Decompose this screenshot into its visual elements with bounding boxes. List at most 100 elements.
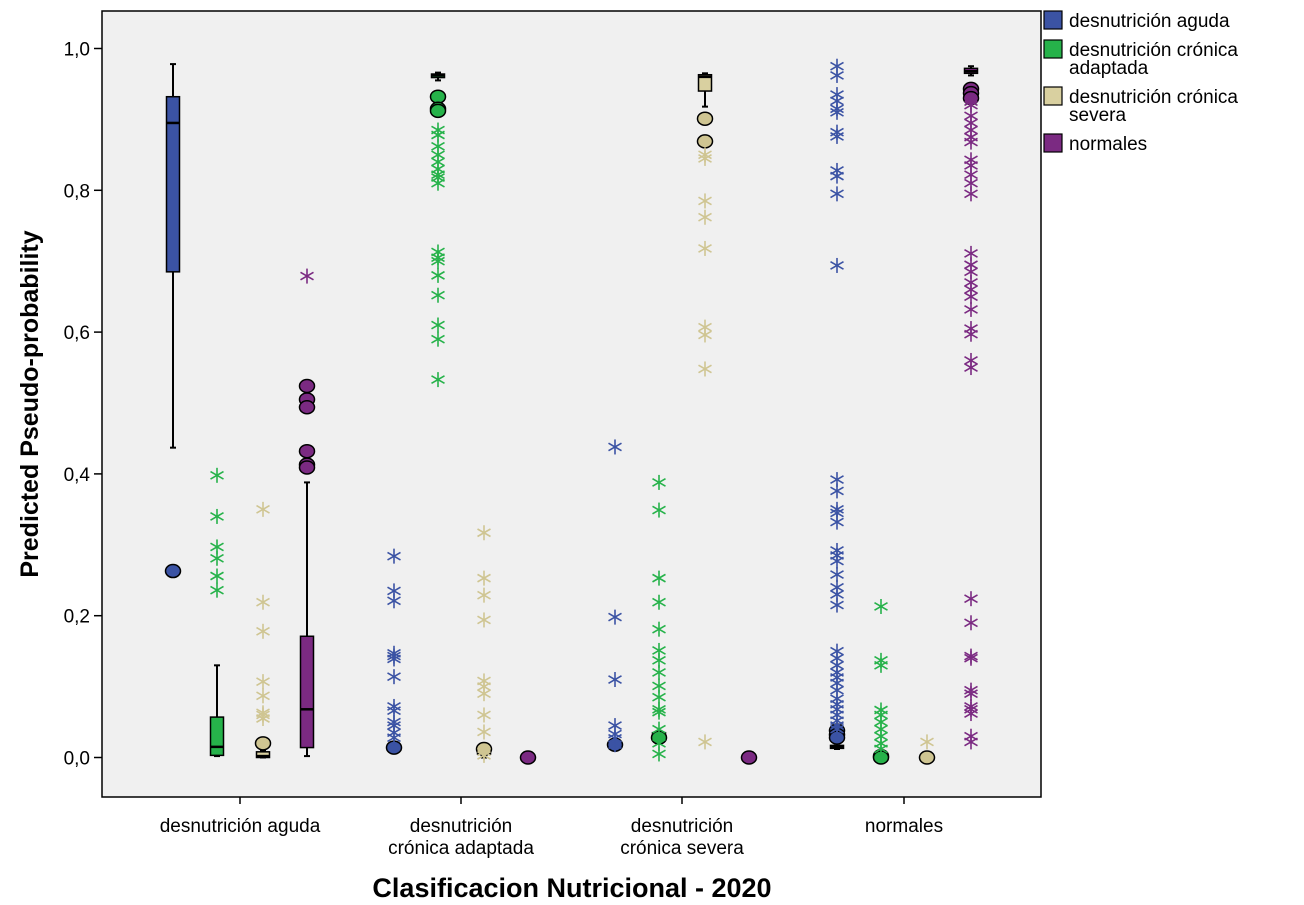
extreme-point <box>964 706 978 722</box>
box-1-3 <box>519 750 537 765</box>
extreme-point <box>387 548 401 564</box>
legend-swatch <box>1043 133 1063 153</box>
box-body <box>165 95 181 273</box>
outlier-point <box>918 750 936 765</box>
legend-label: severa <box>1069 105 1126 126</box>
extreme-point <box>830 257 844 273</box>
box-1-1 <box>429 71 447 388</box>
extreme-point <box>874 598 888 614</box>
extreme-point <box>874 657 888 673</box>
outlier-point <box>164 563 182 579</box>
extreme-point <box>698 240 712 256</box>
outlier-point <box>298 443 316 459</box>
box-3-1 <box>872 598 890 765</box>
extreme-point <box>830 128 844 144</box>
outlier-point <box>696 111 714 126</box>
box-1-0 <box>385 548 403 755</box>
plot-area <box>101 10 1042 798</box>
extreme-point <box>387 730 401 746</box>
box-2-1 <box>650 474 668 762</box>
legend-label: desnutrición crónica <box>1069 87 1238 108</box>
extreme-point <box>830 721 844 737</box>
extreme-point <box>964 686 978 702</box>
extreme-point <box>431 175 445 191</box>
extreme-point <box>608 737 622 753</box>
extreme-point <box>256 623 270 639</box>
extreme-point <box>964 734 978 750</box>
extreme-point <box>652 664 666 680</box>
extreme-point <box>477 724 491 740</box>
extreme-point <box>698 361 712 377</box>
extreme-point <box>210 568 224 584</box>
outlier-point <box>254 736 272 751</box>
box-2-2 <box>696 72 714 750</box>
extreme-point <box>830 567 844 583</box>
extreme-point <box>964 615 978 631</box>
box-3-3 <box>962 65 980 750</box>
extreme-point <box>652 746 666 762</box>
extreme-point <box>964 326 978 342</box>
legend-swatch <box>1043 10 1063 30</box>
box-0-3 <box>298 268 316 758</box>
extreme-point <box>300 268 314 284</box>
x-category-label: desnutrición <box>410 816 512 837</box>
outlier-point <box>298 378 316 394</box>
extreme-point <box>652 502 666 518</box>
extreme-point <box>652 621 666 637</box>
extreme-point <box>874 741 888 757</box>
legend-label: adaptada <box>1069 58 1149 79</box>
extreme-point <box>256 594 270 610</box>
box-0-1 <box>209 467 225 758</box>
extreme-point <box>652 704 666 720</box>
y-tick-label: 0,6 <box>64 323 90 344</box>
extreme-point <box>477 570 491 586</box>
box-1-2 <box>475 525 493 763</box>
x-category-label: crónica adaptada <box>388 838 534 859</box>
box-3-0 <box>828 58 846 750</box>
extreme-point <box>830 514 844 530</box>
legend-item: desnutrición aguda <box>1043 10 1230 32</box>
extreme-point <box>652 570 666 586</box>
outlier-point <box>429 89 447 104</box>
y-tick-label: 0,8 <box>64 181 90 202</box>
extreme-point <box>698 150 712 166</box>
extreme-point <box>477 686 491 702</box>
extreme-point <box>830 483 844 499</box>
outlier-point <box>298 460 316 475</box>
extreme-point <box>830 186 844 202</box>
extreme-point <box>608 672 622 688</box>
legend-label: desnutrición aguda <box>1069 11 1230 32</box>
extreme-point <box>210 508 224 524</box>
legend-label: desnutrición crónica <box>1069 40 1238 61</box>
box-2-0 <box>606 439 624 753</box>
box-0-0 <box>164 63 182 579</box>
extreme-point <box>830 597 844 613</box>
extreme-point <box>431 267 445 283</box>
x-category-label: desnutrición <box>631 816 733 837</box>
extreme-point <box>477 587 491 603</box>
y-axis-title: Predicted Pseudo-probability <box>16 230 44 577</box>
extreme-point <box>698 209 712 225</box>
y-axis: 0,0 0,2 0,4 0,6 0,8 1,0 <box>64 40 102 770</box>
extreme-point <box>698 193 712 209</box>
extreme-point <box>920 734 934 750</box>
y-tick-label: 1,0 <box>64 40 90 61</box>
extreme-point <box>830 104 844 120</box>
extreme-point <box>431 372 445 388</box>
x-category-label: crónica severa <box>620 838 744 859</box>
extreme-point <box>210 550 224 566</box>
extreme-point <box>256 711 270 727</box>
legend-item: normales <box>1043 133 1147 155</box>
box-body <box>697 73 713 92</box>
y-tick-label: 0,4 <box>64 465 91 486</box>
extreme-point <box>964 134 978 150</box>
outlier-point <box>519 750 537 765</box>
x-axis-title: Clasificacion Nutricional - 2020 <box>372 873 771 903</box>
extreme-point <box>210 467 224 483</box>
y-tick-label: 0,0 <box>64 749 90 770</box>
extreme-point <box>830 168 844 184</box>
x-category-label: normales <box>865 816 943 837</box>
